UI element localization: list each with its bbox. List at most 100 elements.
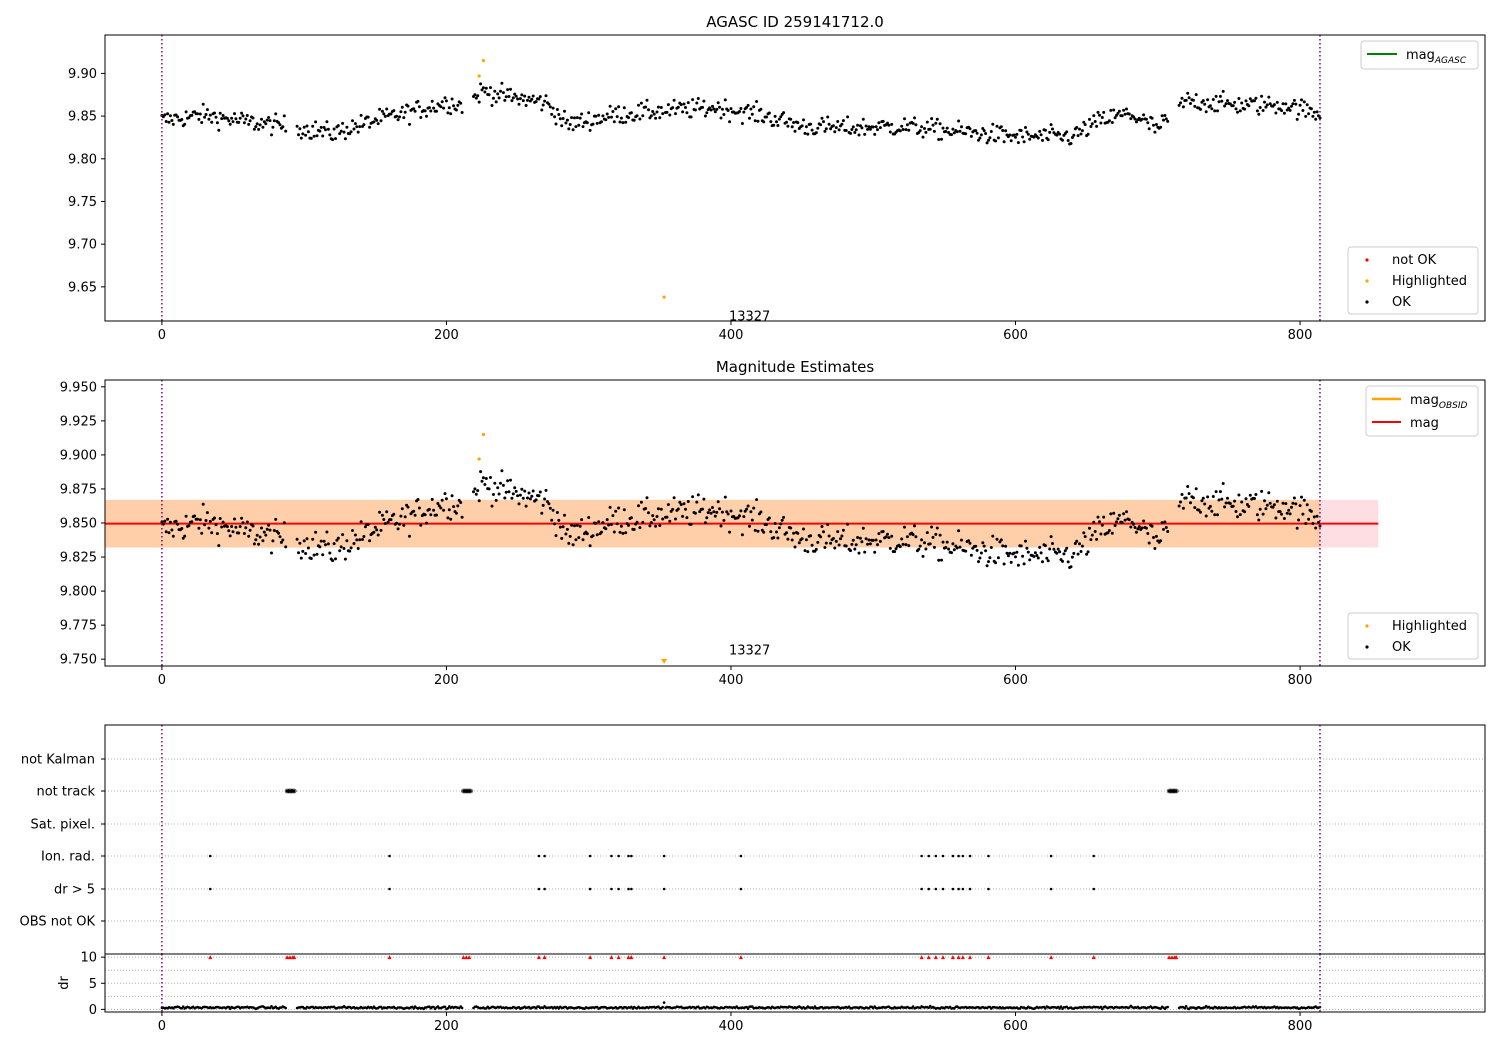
flag-point — [543, 887, 546, 891]
ok-point — [773, 522, 777, 525]
dr-capped-marker — [1167, 955, 1172, 960]
ok-point — [518, 493, 522, 497]
ok-point — [644, 507, 648, 510]
ok-point — [836, 120, 840, 123]
ok-point — [964, 549, 968, 553]
ok-point — [355, 125, 359, 129]
ok-point — [574, 538, 578, 542]
ok-point — [1282, 517, 1286, 520]
ok-point — [543, 99, 547, 103]
flag-point-ring — [468, 788, 473, 794]
ok-point — [1255, 513, 1259, 517]
ok-point — [1080, 129, 1084, 133]
ok-point — [989, 130, 993, 133]
ok-point — [326, 542, 330, 546]
ok-point — [685, 111, 689, 115]
ok-point — [1002, 140, 1006, 144]
dr-point — [1166, 1005, 1169, 1009]
flag-point — [957, 854, 960, 858]
ok-point — [775, 530, 778, 534]
ok-point — [366, 115, 370, 119]
ok-point — [600, 530, 603, 534]
ok-point — [184, 514, 188, 518]
dr-panel: 0 200 400 600 800 0 5 10 dr — [57, 951, 1486, 1034]
dr-capped-marker — [960, 955, 965, 960]
flag-point — [630, 854, 633, 858]
ok-point — [693, 108, 697, 112]
ok-point — [198, 518, 202, 522]
ok-point — [777, 117, 781, 121]
ok-point — [489, 86, 492, 90]
ok-point — [898, 545, 902, 549]
ok-point — [487, 487, 491, 491]
ok-point — [911, 533, 915, 537]
ok-point — [868, 127, 872, 131]
ok-point — [244, 117, 248, 121]
ok-point — [1304, 114, 1308, 118]
ok-point — [917, 547, 921, 551]
ok-point — [251, 524, 255, 528]
ok-point — [567, 127, 571, 131]
ok-point — [1147, 127, 1151, 131]
ok-point — [1082, 120, 1086, 124]
dr-capped-marker — [940, 955, 945, 960]
ok-point — [499, 89, 502, 93]
ok-point — [672, 98, 676, 102]
ok-point — [1117, 513, 1121, 517]
ok-point — [402, 116, 406, 120]
ok-point — [674, 517, 677, 521]
panel2-obsid-annotation: 13327 — [729, 644, 770, 659]
ok-point — [666, 503, 670, 507]
ok-point — [1066, 560, 1070, 564]
ok-point — [637, 504, 640, 508]
ok-point — [321, 134, 325, 138]
highlighted-point — [662, 295, 666, 299]
ok-point — [831, 537, 835, 540]
ok-point — [359, 113, 363, 117]
ok-point — [484, 86, 488, 90]
ok-point — [481, 86, 485, 90]
ok-point — [392, 109, 396, 113]
ok-point — [436, 502, 440, 505]
ok-point — [1297, 112, 1301, 116]
ok-point — [588, 544, 592, 548]
ok-point — [295, 537, 299, 541]
ok-point — [460, 515, 464, 519]
ok-point — [769, 120, 773, 124]
ok-point — [523, 489, 527, 493]
flag-point — [920, 854, 923, 858]
ok-point — [187, 524, 191, 528]
ok-point — [395, 521, 399, 525]
ok-point — [1237, 493, 1241, 497]
ok-point — [701, 507, 704, 511]
ok-point — [1123, 112, 1127, 116]
ok-point — [1075, 126, 1079, 129]
ok-point — [951, 127, 955, 131]
ok-point — [1234, 510, 1238, 513]
ok-point — [1028, 558, 1032, 562]
ok-point — [274, 112, 278, 116]
ok-point — [1083, 535, 1087, 539]
ok-point — [622, 106, 626, 110]
ok-point — [299, 136, 303, 140]
ok-point — [432, 508, 436, 512]
ok-point — [654, 116, 658, 120]
ok-point — [1026, 132, 1030, 136]
ok-point — [297, 133, 300, 137]
ok-point — [665, 110, 669, 114]
ok-point — [894, 547, 898, 551]
flag-point — [968, 854, 972, 858]
ok-point — [890, 122, 894, 126]
magnitude-estimates-panel: Magnitude Estimates 13327 0 200 400 600 800 9… — [60, 358, 1486, 688]
ok-point — [241, 114, 245, 118]
ok-point — [527, 491, 531, 495]
ok-point — [379, 119, 383, 123]
flag-label: OBS not OK — [20, 915, 96, 930]
ok-point — [413, 513, 417, 517]
ok-point — [803, 549, 807, 553]
ok-point — [844, 129, 848, 132]
ok-point — [396, 118, 400, 122]
ok-point — [718, 507, 722, 511]
dr-point — [443, 1005, 447, 1009]
ok-point — [234, 525, 238, 529]
